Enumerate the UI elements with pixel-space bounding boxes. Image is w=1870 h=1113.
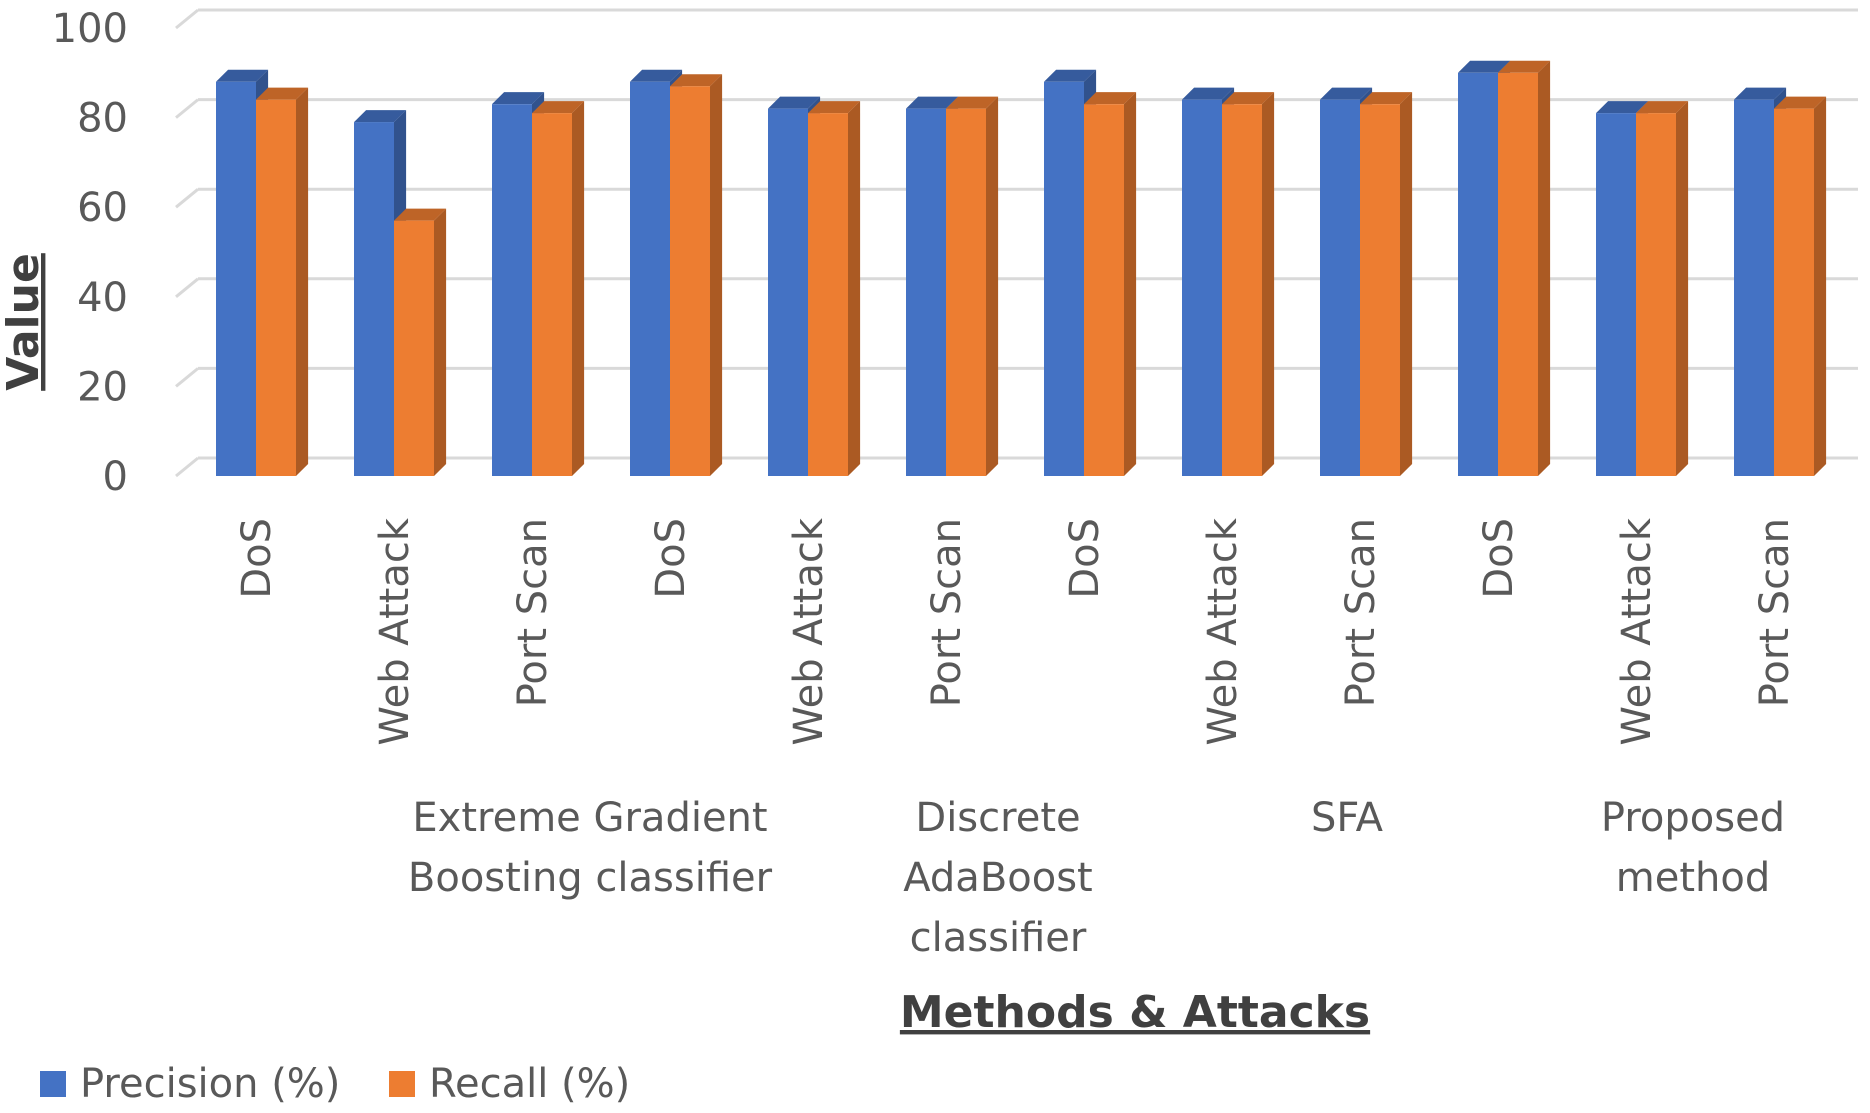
category-label-6: DoS	[1062, 518, 1108, 599]
bar-recall-7	[1222, 92, 1275, 476]
category-labels: DoS Web Attack Port Scan DoS Web Attack Port …	[234, 517, 1798, 745]
bar-recall-1	[394, 208, 447, 476]
category-label-10: Web Attack	[1614, 517, 1660, 745]
bar-recall-3	[670, 74, 723, 477]
bar-recall-6	[1084, 92, 1137, 476]
y-tick-20: 20	[77, 364, 128, 410]
category-label-0: DoS	[234, 518, 280, 599]
legend: Precision (%) Recall (%)	[40, 1061, 630, 1107]
y-tick-80: 80	[77, 96, 128, 142]
legend-label-recall: Recall (%)	[429, 1061, 630, 1107]
y-tick-0: 0	[103, 454, 128, 500]
gridline-diag-0	[175, 456, 199, 478]
bar-recall-4	[808, 101, 861, 477]
gridlines	[175, 8, 1858, 478]
group-label-4: Proposed method	[1601, 795, 1785, 901]
gridline-diag-20	[175, 367, 199, 388]
bars	[216, 60, 1827, 477]
category-label-2: Port Scan	[510, 518, 556, 707]
x-axis-title: Methods & Attacks	[900, 987, 1370, 1038]
bar-recall-0	[256, 87, 309, 477]
category-label-4: Web Attack	[786, 517, 832, 745]
gridline-diag-60	[175, 188, 199, 209]
bar-recall-9	[1498, 60, 1551, 477]
category-label-11: Port Scan	[1752, 518, 1798, 707]
gridline-diag-80	[175, 98, 199, 119]
y-tick-40: 40	[77, 275, 128, 321]
bar-recall-11	[1774, 96, 1827, 476]
legend-swatch-precision	[40, 1071, 66, 1097]
legend-swatch-recall	[389, 1071, 415, 1097]
y-axis-title: Value	[0, 253, 49, 391]
bar-recall-8	[1360, 92, 1413, 476]
gridline-diag-40	[175, 277, 199, 298]
category-label-7: Web Attack	[1200, 517, 1246, 745]
group-label-1: Extreme Gradient Boosting classifier	[408, 795, 773, 901]
category-label-1: Web Attack	[372, 517, 418, 745]
group-label-2: Discrete AdaBoost classifier	[903, 795, 1092, 961]
bar-recall-5	[946, 96, 999, 476]
y-tick-60: 60	[77, 185, 128, 231]
category-label-5: Port Scan	[924, 518, 970, 707]
y-tick-labels: 0 20 40 60 80 100	[52, 6, 128, 500]
y-tick-100: 100	[52, 6, 128, 52]
bar-recall-2	[532, 101, 585, 477]
category-label-3: DoS	[648, 518, 694, 599]
category-label-9: DoS	[1476, 518, 1522, 599]
group-labels: Extreme Gradient Boosting classifier Discr…	[408, 795, 1785, 961]
group-label-3: SFA	[1311, 795, 1384, 841]
gridline-diag-100	[175, 8, 199, 30]
bar-recall-10	[1636, 101, 1689, 477]
legend-label-precision: Precision (%)	[80, 1061, 340, 1107]
category-label-8: Port Scan	[1338, 518, 1384, 707]
